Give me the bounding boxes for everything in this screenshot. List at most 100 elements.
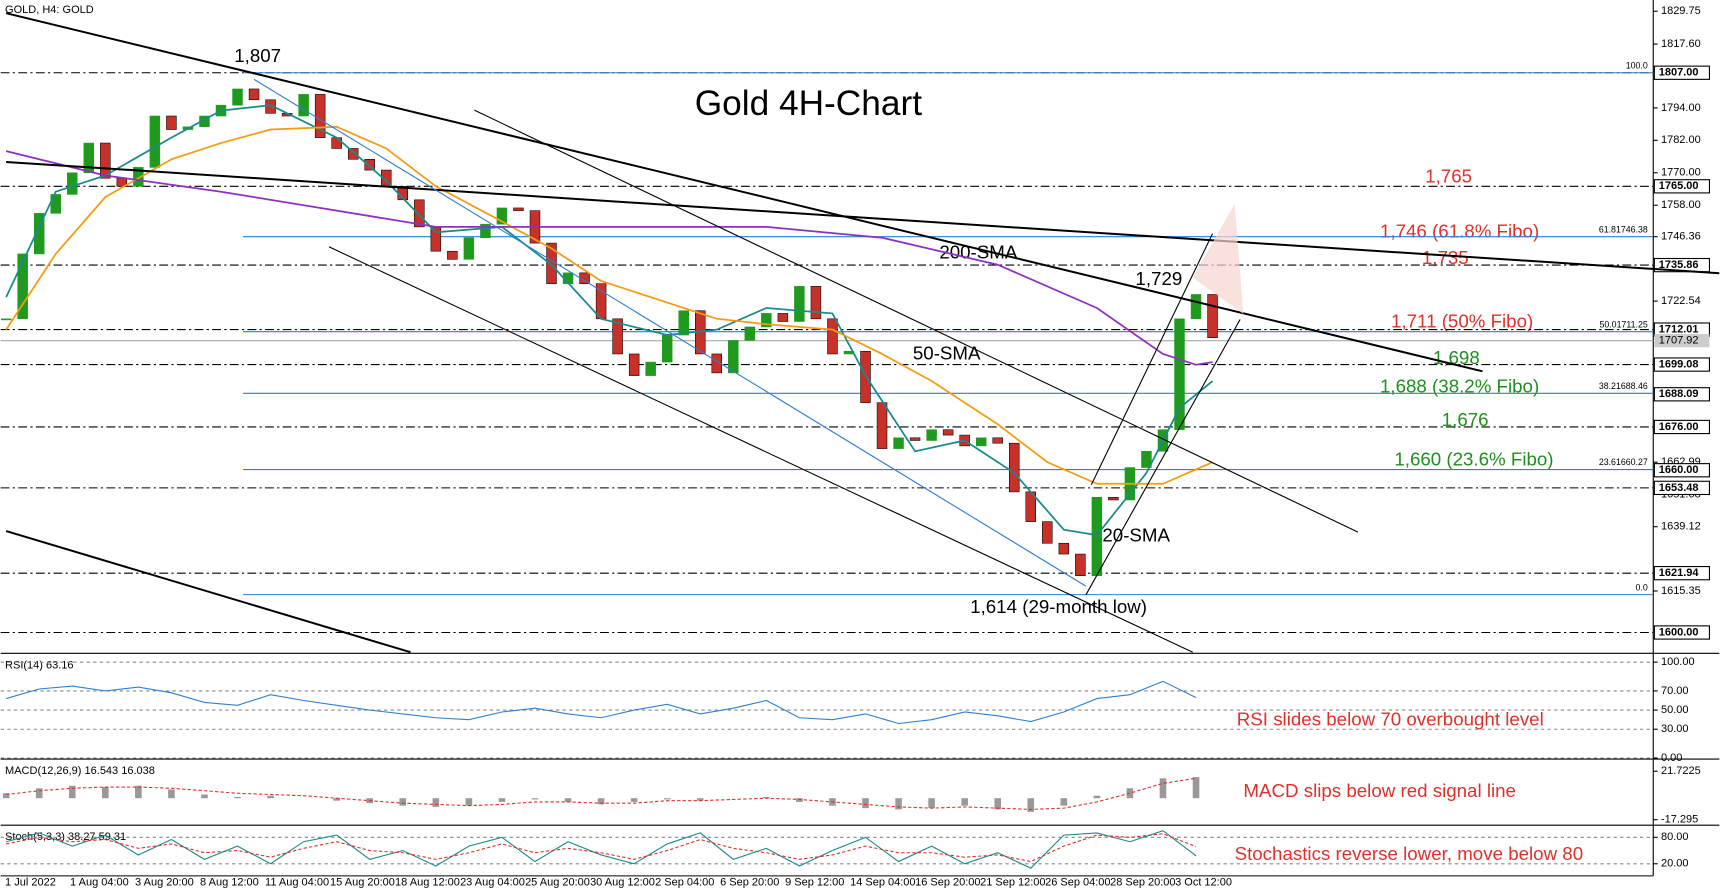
annotation: 1,807 (234, 45, 281, 66)
candle (942, 429, 954, 436)
price-tag (1654, 334, 1710, 348)
y-tick-label: 0.00 (1661, 752, 1682, 764)
macd-bar (465, 798, 473, 806)
candle (17, 253, 28, 320)
candle (166, 115, 177, 130)
price-tag-label: 1600.00 (1659, 626, 1699, 638)
trendlines (5, 12, 1720, 654)
candle (414, 199, 425, 228)
sma-line (5, 125, 1213, 485)
y-tick-label: 1662.99 (1661, 456, 1701, 468)
candle (628, 353, 640, 376)
indicator-note: RSI slides below 70 overbought level (1237, 708, 1544, 729)
candle (711, 353, 723, 374)
candle (496, 207, 508, 225)
candle (1042, 521, 1053, 544)
macd-bar (1159, 778, 1167, 799)
rising-channel (1090, 233, 1214, 486)
price-tag-label: 1676.00 (1659, 421, 1699, 433)
x-tick-label: 11 Aug 04:00 (265, 876, 329, 888)
x-tick-label: 2 Sep 04:00 (655, 876, 714, 888)
macd-bar (68, 785, 76, 799)
price-tag (1653, 179, 1710, 194)
y-tick-label: 1615.35 (1661, 585, 1701, 597)
macd-bar (399, 798, 407, 806)
sma-line (5, 150, 1213, 366)
candle (678, 310, 689, 336)
sma-line (5, 104, 1214, 537)
y-tick-label: 1746.36 (1661, 231, 1701, 243)
candle (1207, 294, 1218, 339)
macd-bar (432, 798, 440, 807)
annotation: 1,746 (61.8% Fibo) (1380, 220, 1539, 241)
y-tick-label: 21.7225 (1661, 765, 1701, 777)
price-tag-label: 1735.86 (1659, 259, 1699, 271)
macd-bar (796, 798, 803, 802)
rising-channel (1085, 319, 1241, 596)
price-tag (1653, 565, 1710, 581)
indicator-label: RSI(14) 63.16 (5, 659, 73, 671)
candle (347, 148, 359, 160)
candle (761, 313, 772, 328)
x-tick-label: 15 Aug 20:00 (330, 876, 395, 888)
x-tick-label: 28 Sep 20:00 (1110, 876, 1175, 888)
candle (33, 213, 45, 255)
x-tick-label: 3 Aug 20:00 (135, 876, 194, 888)
y-tick-label: 1782.00 (1661, 134, 1701, 146)
candle (364, 158, 375, 171)
macd-bar (201, 794, 208, 799)
macd-bar (35, 788, 43, 799)
annotation: 1,688 (38.2% Fibo) (1380, 376, 1539, 397)
macd-bar (1060, 798, 1068, 806)
symbol-label: GOLD, H4: GOLD (5, 4, 94, 16)
price-tag (1653, 387, 1710, 402)
macd-bar (102, 787, 109, 799)
candle (133, 167, 144, 187)
price-tag-label: 1707.92 (1659, 335, 1699, 347)
candle (331, 137, 342, 149)
candle (67, 172, 78, 195)
candle (893, 437, 904, 449)
candle (1141, 451, 1152, 468)
price-tag-label: 1653.48 (1659, 482, 1699, 494)
y-tick-label: 30.00 (1661, 723, 1689, 735)
price-tag-label: 1699.08 (1659, 358, 1699, 370)
candle (794, 286, 805, 322)
fibo-label: 38.21688.46 (1599, 381, 1648, 391)
annotation: 1,660 (23.6% Fibo) (1394, 448, 1553, 469)
candle (827, 318, 838, 355)
candle (975, 437, 987, 447)
candle (645, 361, 656, 376)
y-tick-label: 100.00 (1661, 656, 1695, 668)
x-tick-label: 3 Oct 12:00 (1175, 876, 1232, 888)
fibo-trendline (253, 78, 1087, 587)
x-tick-label: 1 Aug 04:00 (70, 876, 129, 888)
x-tick-label: 23 Aug 04:00 (460, 876, 525, 888)
price-tag (1653, 65, 1710, 80)
candle (1174, 318, 1185, 430)
stoch-signal (6, 833, 1197, 863)
fibo-label: 23.61660.27 (1599, 457, 1648, 467)
y-tick-label: 20.00 (1661, 858, 1689, 870)
x-tick-label: 6 Sep 20:00 (720, 876, 779, 888)
x-tick-label: 16 Sep 20:00 (915, 876, 980, 888)
y-tick-label: 1758.00 (1661, 199, 1701, 211)
candle (810, 286, 822, 320)
macd-signal (6, 777, 1197, 810)
annotation: 1,735 (1422, 247, 1469, 268)
sma-label: 50-SMA (913, 343, 981, 364)
projection-area (1192, 203, 1244, 314)
macd-bar (168, 789, 175, 799)
macd-bar (135, 785, 142, 799)
candle (1108, 497, 1119, 501)
fibo-label: 50.01711.25 (1599, 319, 1647, 329)
annotation: 1,711 (50% Fibo) (1391, 311, 1533, 332)
indicator-note: MACD slips below red signal line (1243, 780, 1516, 801)
candle (298, 94, 309, 117)
annotation: 1,676 (1442, 409, 1489, 430)
x-tick-label: 30 Aug 12:00 (590, 876, 655, 888)
y-tick-label: -17.295 (1661, 814, 1698, 826)
